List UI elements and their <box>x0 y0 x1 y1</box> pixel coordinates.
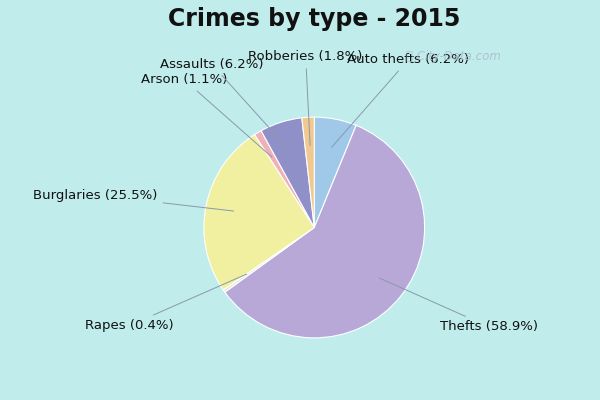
Text: Burglaries (25.5%): Burglaries (25.5%) <box>33 188 233 211</box>
Wedge shape <box>204 135 314 290</box>
Text: Auto thefts (6.2%): Auto thefts (6.2%) <box>331 53 469 148</box>
Wedge shape <box>302 117 314 228</box>
Title: Crimes by type - 2015: Crimes by type - 2015 <box>168 7 460 31</box>
Text: Arson (1.1%): Arson (1.1%) <box>141 74 272 157</box>
Wedge shape <box>223 228 314 292</box>
Wedge shape <box>314 117 356 228</box>
Text: Robberies (1.8%): Robberies (1.8%) <box>248 50 363 145</box>
Text: Rapes (0.4%): Rapes (0.4%) <box>85 274 247 332</box>
Text: Thefts (58.9%): Thefts (58.9%) <box>379 278 538 333</box>
Wedge shape <box>225 125 425 338</box>
Text: ⓘ City-Data.com: ⓘ City-Data.com <box>406 50 501 64</box>
Text: Assaults (6.2%): Assaults (6.2%) <box>160 58 289 150</box>
Wedge shape <box>261 118 314 228</box>
Wedge shape <box>254 131 314 228</box>
